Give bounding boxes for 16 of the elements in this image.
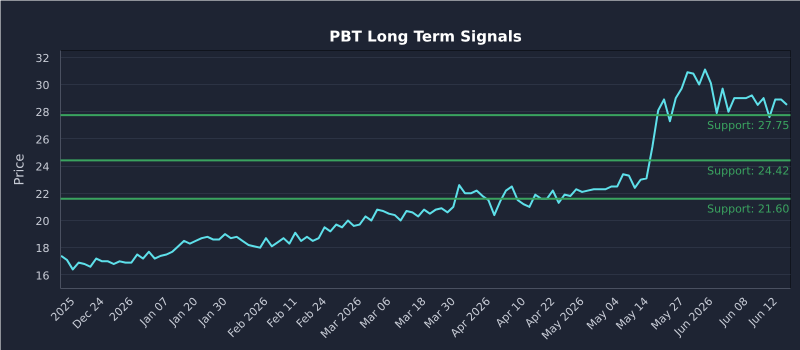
y-tick-label: 28 — [36, 106, 50, 120]
ref-line-label: Support: 21.60 — [707, 202, 790, 216]
y-tick-label: 32 — [36, 52, 50, 65]
y-tick-label: 26 — [36, 133, 50, 146]
y-tick-label: 18 — [36, 242, 50, 256]
y-tick-label: 22 — [36, 188, 50, 201]
y-tick-label: 24 — [36, 160, 50, 174]
ref-line-label: Support: 24.42 — [707, 164, 790, 178]
chart-title: PBT Long Term Signals — [329, 28, 522, 46]
y-tick-label: 20 — [36, 215, 50, 228]
y-tick-label: 30 — [36, 79, 50, 92]
ref-line-label: Support: 27.75 — [707, 119, 790, 132]
line-series — [60, 68, 788, 270]
y-tick-label: 16 — [36, 269, 50, 282]
x-tick-label: Jan 30 — [195, 294, 230, 330]
y-axis-title: Price — [12, 154, 28, 186]
